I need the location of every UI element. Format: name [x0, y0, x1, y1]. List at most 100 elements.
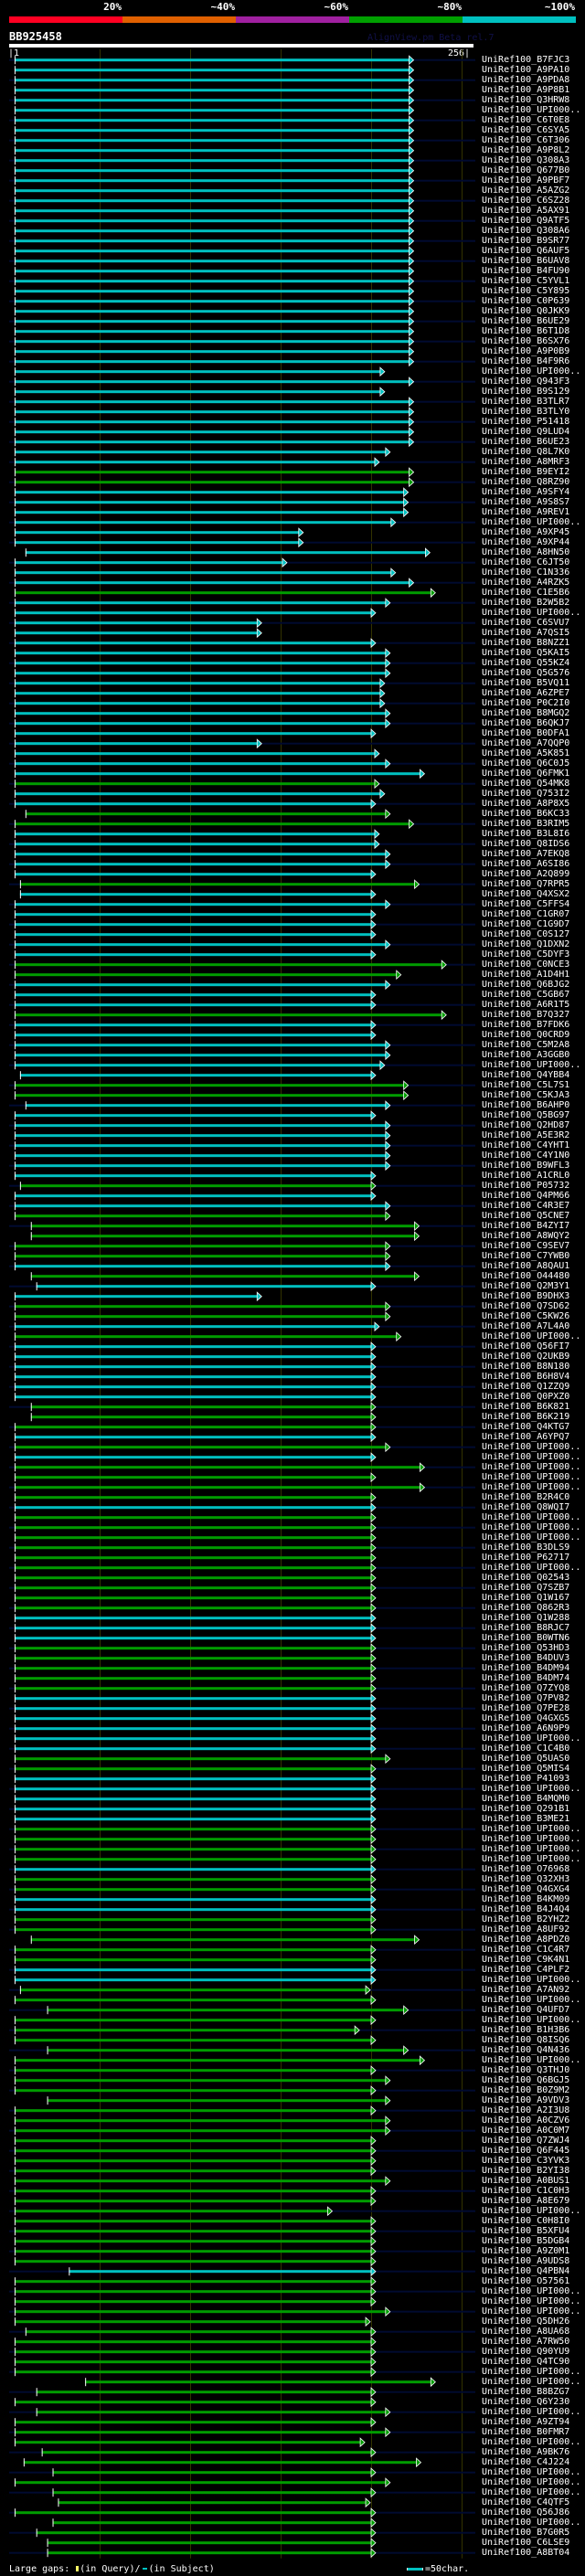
hit-label[interactable]: UniRef100_Q291B1 — [482, 1803, 570, 1814]
hit-label[interactable]: UniRef100_B6T1D8 — [482, 325, 570, 336]
hit-label[interactable]: UniRef100_C0S127 — [482, 928, 570, 939]
hit-label[interactable]: UniRef100_O57561 — [482, 2275, 570, 2286]
hit-label[interactable]: UniRef100_UPI000.. — [482, 2376, 581, 2387]
hit-label[interactable]: UniRef100_Q9ATF5 — [482, 215, 570, 226]
hit-label[interactable]: UniRef100_Q308A3 — [482, 154, 570, 165]
hit-label[interactable]: UniRef100_Q8L7K0 — [482, 446, 570, 457]
hit-label[interactable]: UniRef100_C1C0H3 — [482, 2185, 570, 2196]
hit-label[interactable]: UniRef100_A9P8L2 — [482, 144, 570, 155]
hit-label[interactable]: UniRef100_C0H8I0 — [482, 2215, 570, 2226]
hit-label[interactable]: UniRef100_UPI000.. — [482, 1532, 581, 1542]
hit-label[interactable]: UniRef100_Q1W288 — [482, 1612, 570, 1623]
hit-label[interactable]: UniRef100_Q677B0 — [482, 164, 570, 175]
hit-label[interactable]: UniRef100_UPI000.. — [482, 2205, 581, 2216]
hit-label[interactable]: UniRef100_A8UA68 — [482, 2326, 570, 2337]
hit-label[interactable]: UniRef100_C5GB67 — [482, 989, 570, 1000]
hit-label[interactable]: UniRef100_Q8ISQ6 — [482, 2034, 570, 2045]
hit-label[interactable]: UniRef100_B4DM94 — [482, 1662, 570, 1673]
hit-label[interactable]: UniRef100_C9SEV7 — [482, 1240, 570, 1251]
hit-label[interactable]: UniRef100_C1C4R7 — [482, 1944, 570, 1955]
hit-label[interactable]: UniRef100_Q2M3Y1 — [482, 1280, 570, 1291]
hit-label[interactable]: UniRef100_Q2UKB9 — [482, 1351, 570, 1362]
hit-label[interactable]: UniRef100_C5KW26 — [482, 1310, 570, 1321]
hit-label[interactable]: UniRef100_C1GR07 — [482, 908, 570, 919]
hit-label[interactable]: UniRef100_B4DM74 — [482, 1672, 570, 1683]
hit-label[interactable]: UniRef100_P51418 — [482, 416, 570, 427]
hit-label[interactable]: UniRef100_B6UE23 — [482, 436, 570, 447]
hit-label[interactable]: UniRef100_C0NCE3 — [482, 959, 570, 970]
hit-label[interactable]: UniRef100_Q4XSX2 — [482, 888, 570, 899]
hit-label[interactable]: UniRef100_A7AN92 — [482, 1984, 570, 1995]
hit-label[interactable]: UniRef100_B3RIM5 — [482, 818, 570, 829]
hit-label[interactable]: UniRef100_A8MRF3 — [482, 456, 570, 467]
hit-label[interactable]: UniRef100_C1N336 — [482, 567, 570, 578]
hit-label[interactable]: UniRef100_UPI000.. — [482, 2406, 581, 2417]
hit-label[interactable]: UniRef100_B9S129 — [482, 386, 570, 397]
hit-label[interactable]: UniRef100_A9Z0M1 — [482, 2245, 570, 2256]
hit-label[interactable]: UniRef100_B6SX76 — [482, 335, 570, 346]
hit-label[interactable]: UniRef100_Q943F3 — [482, 376, 570, 387]
hit-label[interactable]: UniRef100_A7L4A0 — [482, 1320, 570, 1331]
hit-label[interactable]: UniRef100_B6AHP0 — [482, 1099, 570, 1110]
hit-label[interactable]: UniRef100_Q6C0J5 — [482, 758, 570, 769]
hit-label[interactable]: UniRef100_Q54MK8 — [482, 778, 570, 789]
hit-label[interactable]: UniRef100_Q9LUD4 — [482, 426, 570, 437]
hit-label[interactable]: UniRef100_Q8WQI7 — [482, 1501, 570, 1512]
hit-label[interactable]: UniRef100_B3TLR7 — [482, 396, 570, 407]
hit-label[interactable]: UniRef100_C5M2A8 — [482, 1039, 570, 1050]
hit-label[interactable]: UniRef100_B8MGQ2 — [482, 707, 570, 718]
hit-label[interactable]: UniRef100_P0C2I0 — [482, 697, 570, 708]
hit-label[interactable]: UniRef100_A0CZV6 — [482, 2115, 570, 2125]
hit-label[interactable]: UniRef100_Q7SD62 — [482, 1300, 570, 1311]
hit-label[interactable]: UniRef100_B9EYI2 — [482, 466, 570, 477]
hit-label[interactable]: UniRef100_Q4PM66 — [482, 1190, 570, 1201]
hit-label[interactable]: UniRef100_Q7SZB7 — [482, 1582, 570, 1593]
hit-label[interactable]: UniRef100_UPI000.. — [482, 366, 581, 376]
hit-label[interactable]: UniRef100_A9SFY4 — [482, 486, 570, 497]
hit-label[interactable]: UniRef100_Q3HRW8 — [482, 94, 570, 105]
hit-label[interactable]: UniRef100_B5DGB4 — [482, 2235, 570, 2246]
hit-label[interactable]: UniRef100_A8UF92 — [482, 1924, 570, 1935]
hit-label[interactable]: UniRef100_C4R3E7 — [482, 1200, 570, 1211]
hit-label[interactable]: UniRef100_B2YI38 — [482, 2165, 570, 2176]
hit-label[interactable]: UniRef100_Q4GXG5 — [482, 1712, 570, 1723]
hit-label[interactable]: UniRef100_Q7RPR5 — [482, 878, 570, 889]
hit-label[interactable]: UniRef100_A9XP44 — [482, 536, 570, 547]
hit-label[interactable]: UniRef100_A8HN50 — [482, 546, 570, 557]
hit-label[interactable]: UniRef100_A9ZT94 — [482, 2416, 570, 2427]
hit-label[interactable]: UniRef100_A1D4H1 — [482, 969, 570, 980]
hit-label[interactable]: UniRef100_UPI000.. — [482, 1451, 581, 1462]
hit-label[interactable]: UniRef100_C4YHT1 — [482, 1140, 570, 1150]
hit-label[interactable]: UniRef100_UPI000.. — [482, 1974, 581, 1985]
hit-label[interactable]: UniRef100_UPI000.. — [482, 1733, 581, 1744]
hit-label[interactable]: UniRef100_C9K4N1 — [482, 1954, 570, 1965]
hit-label[interactable]: UniRef100_A8QAU1 — [482, 1260, 570, 1271]
hit-label[interactable]: UniRef100_A1CRL0 — [482, 1170, 570, 1181]
hit-label[interactable]: UniRef100_UPI000.. — [482, 1471, 581, 1482]
hit-label[interactable]: UniRef100_Q4YBB4 — [482, 1069, 570, 1080]
hit-label[interactable]: UniRef100_B8N180 — [482, 1361, 570, 1372]
hit-label[interactable]: UniRef100_O44480 — [482, 1270, 570, 1281]
hit-label[interactable]: UniRef100_Q53HD3 — [482, 1642, 570, 1653]
hit-label[interactable]: UniRef100_Q4GXG4 — [482, 1883, 570, 1894]
hit-label[interactable]: UniRef100_A9REV1 — [482, 506, 570, 517]
hit-label[interactable]: UniRef100_Q7PV82 — [482, 1692, 570, 1703]
hit-label[interactable]: UniRef100_P62717 — [482, 1552, 570, 1563]
hit-label[interactable]: UniRef100_C4Y1N0 — [482, 1150, 570, 1161]
hit-label[interactable]: UniRef100_A5AZG2 — [482, 185, 570, 196]
hit-label[interactable]: UniRef100_Q4UFD7 — [482, 2004, 570, 2015]
hit-label[interactable]: UniRef100_B6K821 — [482, 1401, 570, 1412]
hit-label[interactable]: UniRef100_Q5MIS4 — [482, 1763, 570, 1774]
hit-label[interactable]: UniRef100_A9XP45 — [482, 526, 570, 537]
hit-label[interactable]: UniRef100_A9PBF7 — [482, 175, 570, 186]
hit-label[interactable]: UniRef100_UPI000.. — [482, 1521, 581, 1532]
hit-label[interactable]: UniRef100_Q0PXZ0 — [482, 1391, 570, 1402]
hit-label[interactable]: UniRef100_B3DLS9 — [482, 1542, 570, 1553]
hit-label[interactable]: UniRef100_C5DYF3 — [482, 949, 570, 959]
hit-label[interactable]: UniRef100_Q4KTG7 — [482, 1421, 570, 1432]
hit-label[interactable]: UniRef100_Q4PBN4 — [482, 2265, 570, 2276]
hit-label[interactable]: UniRef100_A9P8B1 — [482, 84, 570, 95]
hit-label[interactable]: UniRef100_Q0CRD9 — [482, 1029, 570, 1040]
hit-label[interactable]: UniRef100_UPI000.. — [482, 1059, 581, 1070]
hit-label[interactable]: UniRef100_A9S8S7 — [482, 496, 570, 507]
